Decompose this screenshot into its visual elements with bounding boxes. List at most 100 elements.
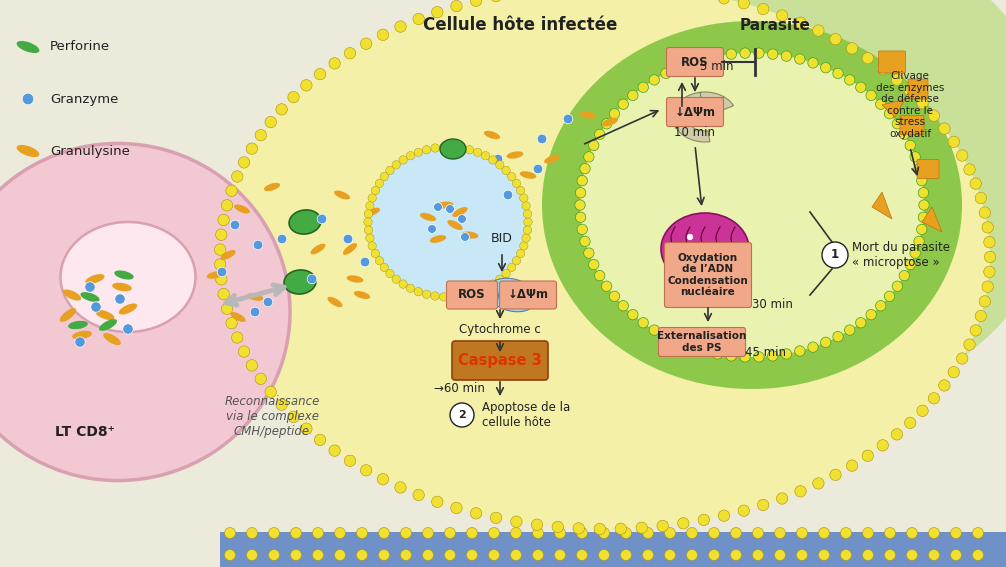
Circle shape — [445, 549, 456, 561]
Circle shape — [481, 151, 490, 160]
Circle shape — [123, 324, 133, 334]
Circle shape — [906, 527, 917, 539]
Circle shape — [22, 93, 34, 105]
Circle shape — [91, 302, 102, 312]
Text: 30 min: 30 min — [752, 298, 793, 311]
Circle shape — [221, 200, 232, 211]
Circle shape — [291, 549, 302, 561]
Circle shape — [877, 439, 888, 451]
Circle shape — [621, 549, 632, 561]
Circle shape — [618, 99, 629, 109]
Circle shape — [833, 68, 843, 79]
Circle shape — [752, 549, 764, 561]
Circle shape — [982, 222, 993, 233]
Circle shape — [712, 51, 722, 61]
Polygon shape — [923, 207, 942, 232]
Circle shape — [913, 236, 925, 247]
Circle shape — [532, 527, 543, 539]
Circle shape — [512, 179, 521, 188]
Text: Reconnaissance
via le complexe
CMH/peptide: Reconnaissance via le complexe CMH/pepti… — [224, 395, 320, 438]
Circle shape — [951, 549, 962, 561]
Circle shape — [618, 301, 629, 311]
Ellipse shape — [68, 321, 88, 329]
Circle shape — [599, 549, 610, 561]
Circle shape — [575, 188, 585, 198]
Ellipse shape — [440, 139, 466, 159]
Text: Parasite: Parasite — [739, 18, 811, 32]
Circle shape — [686, 549, 697, 561]
Circle shape — [686, 342, 696, 352]
Circle shape — [516, 187, 525, 194]
Circle shape — [862, 53, 873, 64]
Circle shape — [718, 510, 729, 522]
Circle shape — [523, 226, 532, 234]
Ellipse shape — [354, 291, 370, 299]
Circle shape — [795, 346, 805, 356]
Circle shape — [288, 91, 299, 103]
Circle shape — [583, 248, 595, 259]
Circle shape — [797, 527, 808, 539]
Circle shape — [678, 518, 689, 529]
Circle shape — [215, 229, 227, 240]
Circle shape — [265, 386, 277, 397]
Ellipse shape — [220, 250, 235, 260]
FancyBboxPatch shape — [908, 79, 928, 99]
Ellipse shape — [59, 308, 76, 322]
Ellipse shape — [420, 213, 437, 221]
Circle shape — [899, 129, 909, 139]
Circle shape — [833, 332, 843, 342]
Circle shape — [726, 49, 736, 60]
Circle shape — [621, 527, 632, 539]
Text: Externalisation
des PS: Externalisation des PS — [657, 331, 746, 353]
Circle shape — [738, 0, 749, 9]
Text: BID: BID — [491, 232, 513, 246]
Text: Granzyme: Granzyme — [50, 92, 119, 105]
Circle shape — [813, 25, 824, 36]
Circle shape — [906, 549, 917, 561]
Ellipse shape — [72, 331, 92, 339]
Circle shape — [892, 281, 902, 291]
Circle shape — [638, 82, 649, 92]
Circle shape — [378, 549, 389, 561]
Circle shape — [451, 502, 462, 514]
Circle shape — [489, 549, 500, 561]
Circle shape — [365, 234, 374, 242]
Circle shape — [523, 210, 532, 218]
Circle shape — [490, 0, 502, 2]
Circle shape — [739, 352, 750, 362]
Circle shape — [423, 549, 434, 561]
Circle shape — [563, 114, 572, 124]
Text: Mort du parasite
« microptose »: Mort du parasite « microptose » — [852, 241, 950, 269]
Circle shape — [964, 164, 975, 175]
Circle shape — [595, 129, 605, 139]
Circle shape — [797, 549, 808, 561]
Circle shape — [301, 423, 312, 434]
Ellipse shape — [507, 151, 523, 159]
Ellipse shape — [112, 283, 132, 291]
Circle shape — [231, 171, 243, 182]
Circle shape — [844, 75, 855, 85]
Circle shape — [474, 148, 482, 156]
Circle shape — [808, 58, 818, 68]
Ellipse shape — [206, 271, 223, 279]
Circle shape — [673, 62, 683, 73]
Ellipse shape — [264, 183, 280, 191]
Circle shape — [423, 146, 431, 154]
Circle shape — [74, 337, 86, 347]
Circle shape — [394, 482, 406, 493]
Circle shape — [866, 310, 876, 320]
Circle shape — [657, 521, 668, 532]
Circle shape — [753, 352, 765, 362]
Circle shape — [574, 200, 585, 210]
Circle shape — [343, 234, 353, 244]
Ellipse shape — [602, 118, 618, 126]
Circle shape — [489, 156, 497, 164]
Circle shape — [510, 527, 521, 539]
Circle shape — [782, 349, 792, 359]
Circle shape — [589, 259, 599, 270]
Ellipse shape — [484, 131, 500, 139]
Circle shape — [905, 259, 915, 270]
Circle shape — [726, 351, 736, 361]
Circle shape — [329, 58, 340, 69]
Circle shape — [502, 269, 510, 278]
